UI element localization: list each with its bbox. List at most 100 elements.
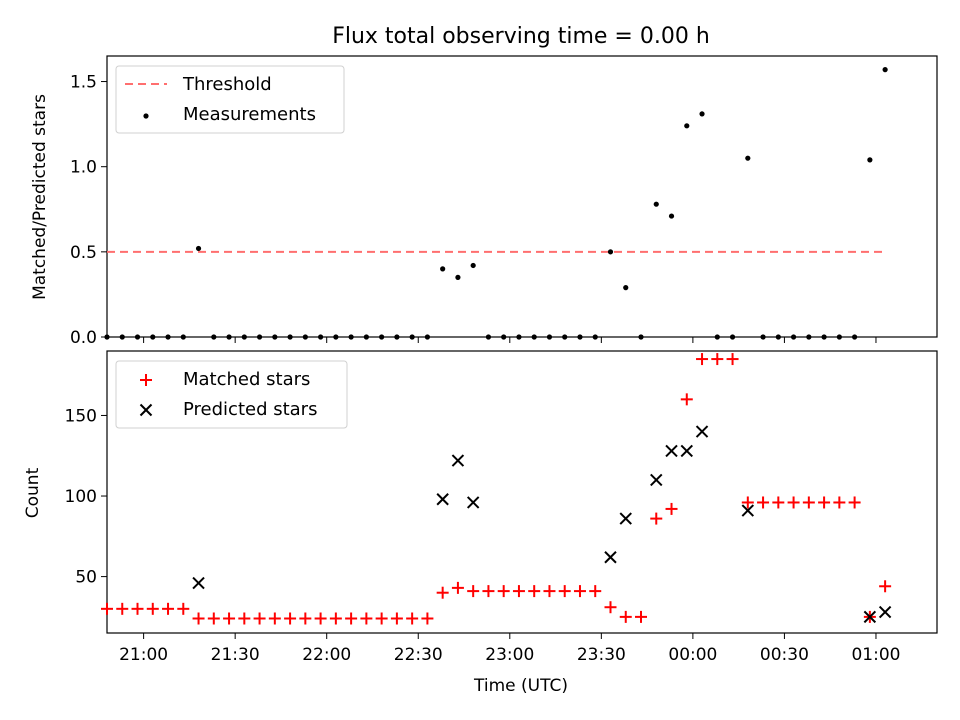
matched-star-point [314, 612, 327, 625]
predicted-star-point-b [741, 504, 755, 517]
legend-plus-marker [140, 374, 152, 386]
predicted-star-point [665, 444, 678, 458]
matched-star-point [680, 393, 693, 406]
legend-predicted-swatch [139, 403, 153, 417]
measurement-point [501, 334, 507, 340]
predicted-star-point-b [604, 551, 617, 564]
bottom-y-tick-label: 100 [65, 487, 97, 507]
measurement-point [470, 262, 476, 269]
measurement-point [836, 334, 842, 340]
x-tick-label: 23:30 [577, 645, 626, 665]
matched-star-point [772, 496, 785, 509]
matched-star-point [787, 496, 800, 509]
predicted-star-point-b [665, 444, 678, 458]
predicted-star-point-b [466, 496, 480, 509]
top-plot-frame [106, 55, 938, 338]
predicted-star-point [695, 425, 709, 438]
x-tick-label: 22:00 [302, 645, 351, 665]
x-tick-label: 01:00 [851, 645, 900, 665]
measurement-point [180, 334, 186, 340]
matched-star-point [146, 602, 159, 615]
measurement-point [562, 334, 568, 340]
matched-star-point [604, 601, 617, 614]
top-y-tick-label: 1.5 [70, 73, 97, 93]
x-tick-label: 00:30 [760, 645, 809, 665]
measurement-point [638, 334, 644, 340]
measurement-point [623, 285, 629, 291]
matched-star-point [268, 612, 281, 625]
bottom-y-tick-label: 50 [75, 568, 97, 588]
measurement-point [272, 334, 278, 340]
matched-star-point [665, 502, 678, 515]
matched-star-point [253, 612, 266, 625]
matched-star-point [589, 585, 602, 598]
matched-star-point [467, 585, 480, 598]
measurement-point [409, 334, 415, 340]
matched-star-point [406, 612, 419, 625]
measurement-point [150, 334, 156, 340]
measurement-point [348, 334, 354, 340]
matched-star-point [451, 581, 464, 594]
measurement-point [363, 334, 369, 340]
bottom-legend: Matched stars Predicted stars [115, 360, 348, 429]
matched-star-point [497, 585, 510, 598]
measurement-point [318, 334, 324, 340]
matched-star-point [802, 496, 815, 509]
matched-star-point [101, 602, 113, 615]
top-legend-box [115, 65, 345, 134]
x-tick-label: 00:00 [668, 645, 717, 665]
matched-star-point [192, 612, 205, 625]
matched-star-point [650, 512, 663, 525]
predicted-star-point-b [878, 605, 892, 619]
predicted-star-point [680, 444, 693, 458]
matched-star-point [741, 496, 754, 509]
measurement-point [485, 334, 492, 340]
bottom-panel: 50 100 150 21:00 21:30 22:00 22:30 23:00 23:30 0… [23, 350, 938, 696]
predicted-star-point [741, 504, 755, 517]
measurement-point [790, 334, 797, 340]
matched-star-point [436, 586, 449, 599]
top-y-tick-label: 0.0 [70, 328, 97, 348]
matched-star-point [543, 585, 556, 598]
predicted-star-point [466, 496, 480, 509]
predicted-star-point-b [863, 610, 877, 624]
predicted-star-point-b [192, 576, 205, 590]
measurement-point [852, 334, 858, 340]
matched-star-point [360, 612, 373, 625]
matched-star-point [162, 602, 175, 615]
measurement-point [516, 334, 522, 340]
measurement-point [134, 334, 141, 340]
matched-star-point [223, 612, 236, 625]
x-tick-label: 21:30 [211, 645, 260, 665]
matched-star-point [238, 612, 251, 625]
matched-star-point [757, 496, 770, 509]
measurement-point [775, 334, 781, 340]
measurement-point [546, 334, 553, 340]
matched-star-point [421, 612, 434, 625]
matched-star-point [848, 496, 861, 509]
measurement-point [302, 334, 308, 340]
predicted-star-point-b [451, 454, 465, 467]
predicted-star-point [436, 493, 449, 506]
predicted-star-point [878, 605, 892, 619]
top-y-tick-label: 0.5 [70, 243, 97, 263]
matched-star-point [558, 585, 571, 598]
matched-star-point [284, 612, 297, 625]
matched-star-point [635, 610, 648, 623]
matched-star-point [711, 353, 724, 366]
matched-star-point [207, 612, 220, 625]
top-panel: 0.0 0.5 1.0 1.5 Matched/Predicted stars Thr… [30, 55, 938, 348]
predicted-star-point [451, 454, 465, 467]
measurement-point [165, 334, 171, 340]
measurement-point [821, 334, 827, 340]
measurement-point [577, 334, 583, 340]
predicted-star-point [604, 551, 617, 564]
predicted-star-point [863, 610, 877, 624]
legend-matched-label: Matched stars [183, 369, 310, 390]
measurement-point [684, 123, 690, 129]
matched-star-point [177, 602, 190, 615]
measurement-point [211, 334, 217, 340]
matched-star-point [818, 496, 831, 509]
measurement-point [592, 334, 598, 340]
